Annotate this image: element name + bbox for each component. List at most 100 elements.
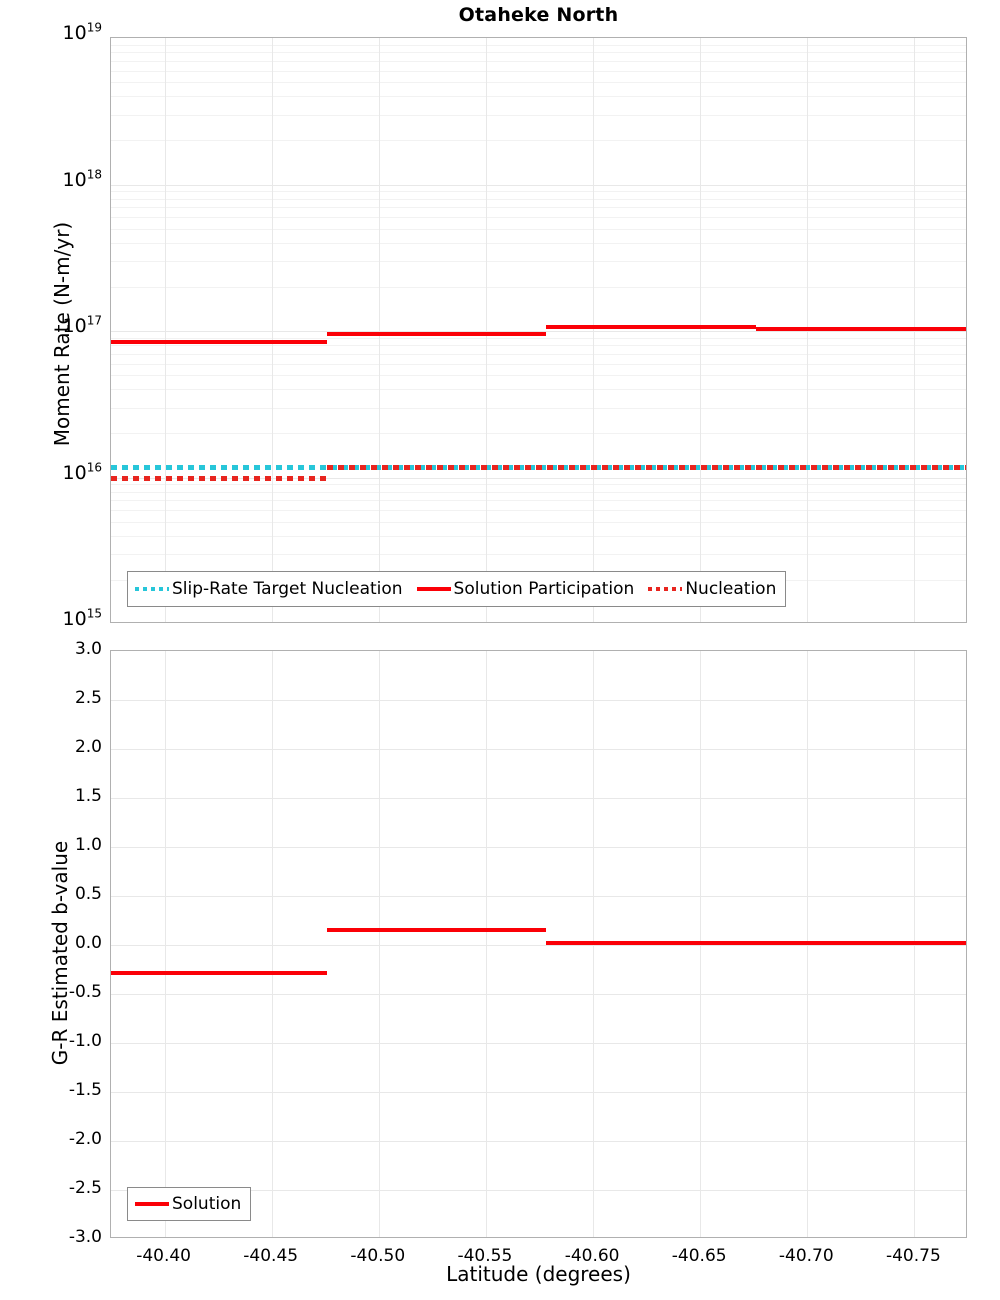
y-tick-label: 2.0	[74, 737, 102, 757]
y-tick-label: -2.5	[68, 1178, 102, 1198]
gridline-horizontal-minor	[111, 337, 966, 339]
y-tick-label: 1015	[62, 606, 102, 630]
gridline-horizontal-minor	[111, 70, 966, 72]
gridline-horizontal-major	[111, 749, 966, 750]
gridline-vertical	[485, 651, 487, 1237]
legend-item[interactable]: Slip-Rate Target Nucleation	[135, 579, 417, 599]
gridline-horizontal-minor	[111, 363, 966, 365]
moment-rate-legend: Slip-Rate Target Nucleation Solution Part…	[127, 571, 787, 607]
gridline-horizontal-minor	[111, 286, 966, 288]
x-tick-label: -40.65	[671, 1246, 727, 1266]
legend-swatch-icon	[416, 587, 451, 591]
gridline-horizontal-minor	[111, 407, 966, 409]
y-tick-label: 1016	[62, 460, 102, 484]
data-step-segment	[111, 476, 328, 482]
legend-item[interactable]: Solution	[135, 1194, 243, 1214]
latitude-x-axis-label: Latitude (degrees)	[446, 1262, 631, 1286]
y-tick-label: -3.0	[68, 1227, 102, 1247]
gridline-horizontal-major	[111, 1092, 966, 1093]
gridline-horizontal-minor	[111, 198, 966, 200]
legend-item[interactable]: Nucleation	[648, 579, 778, 599]
gridline-horizontal-minor	[111, 535, 966, 537]
data-step-segment	[111, 971, 328, 976]
y-tick-label: 0.0	[74, 933, 102, 953]
b-value-plot-area	[111, 651, 966, 1237]
y-tick-label: -1.5	[68, 1080, 102, 1100]
data-step-segment	[755, 326, 966, 331]
y-tick-label: 1.5	[74, 786, 102, 806]
gridline-vertical	[378, 38, 380, 622]
gridline-vertical	[378, 651, 380, 1237]
gridline-horizontal-minor	[111, 96, 966, 98]
gridline-horizontal-minor	[111, 60, 966, 62]
x-tick-label: -40.45	[243, 1246, 299, 1266]
legend-label: Slip-Rate Target Nucleation	[172, 579, 403, 599]
gridline-horizontal-minor	[111, 191, 966, 193]
y-tick-label: 3.0	[74, 639, 102, 659]
x-tick-label: -40.70	[778, 1246, 834, 1266]
gridline-horizontal-major	[111, 1043, 966, 1044]
legend-swatch-icon	[135, 1202, 169, 1206]
gridline-horizontal-minor	[111, 242, 966, 244]
x-tick-label: -40.60	[564, 1246, 620, 1266]
gridline-horizontal-minor	[111, 554, 966, 556]
y-tick-label: 1018	[62, 167, 102, 191]
gridline-horizontal-major	[111, 994, 966, 995]
y-tick-label: 2.5	[74, 688, 102, 708]
gridline-horizontal-minor	[111, 491, 966, 493]
gridline-horizontal-minor	[111, 52, 966, 54]
data-step-segment	[111, 340, 328, 345]
gridline-vertical	[164, 38, 166, 622]
gridline-horizontal-minor	[111, 353, 966, 355]
gridline-vertical	[485, 38, 487, 622]
moment-rate-plot-area	[111, 38, 966, 622]
gridline-vertical	[271, 651, 273, 1237]
data-step-segment	[545, 324, 756, 329]
gridline-horizontal-major	[111, 477, 966, 479]
y-tick-label: 1.0	[74, 835, 102, 855]
x-tick-label: -40.40	[136, 1246, 191, 1266]
gridline-horizontal-major	[111, 945, 966, 946]
gridline-horizontal-minor	[111, 114, 966, 116]
y-tick-label: 1017	[62, 313, 102, 337]
y-tick-label: -2.0	[68, 1129, 102, 1149]
gridline-horizontal-minor	[111, 433, 966, 435]
legend-label: Nucleation	[685, 579, 777, 599]
moment-rate-plot-axes	[110, 37, 967, 623]
gridline-horizontal-minor	[111, 261, 966, 263]
gridline-horizontal-minor	[111, 521, 966, 523]
gridline-vertical	[271, 38, 273, 622]
gridline-horizontal-minor	[111, 500, 966, 502]
x-tick-label: -40.50	[350, 1246, 406, 1266]
y-tick-label: 0.5	[74, 884, 102, 904]
gridline-horizontal-minor	[111, 207, 966, 209]
gridline-vertical	[164, 651, 166, 1237]
x-tick-label: -40.75	[885, 1246, 941, 1266]
gridline-horizontal-minor	[111, 484, 966, 486]
gridline-horizontal-major	[111, 700, 966, 701]
gridline-horizontal-minor	[111, 510, 966, 511]
legend-item[interactable]: Solution Participation	[416, 579, 649, 599]
gridline-horizontal-major	[111, 331, 966, 332]
x-tick-label: -40.55	[457, 1246, 513, 1266]
y-tick-label: -0.5	[68, 982, 102, 1002]
gridline-vertical	[593, 38, 595, 622]
gridline-horizontal-major	[111, 1190, 966, 1191]
gridline-horizontal-major	[111, 184, 966, 186]
legend-swatch-icon	[135, 587, 169, 591]
b-value-legend: Solution	[127, 1187, 252, 1221]
y-tick-label: 1019	[62, 20, 102, 44]
gridline-horizontal-major	[111, 847, 966, 848]
gridline-horizontal-minor	[111, 140, 966, 142]
figure-title: Otaheke North	[458, 4, 619, 26]
data-step-segment	[327, 928, 546, 933]
gridline-horizontal-minor	[111, 389, 966, 391]
gridline-horizontal-minor	[111, 228, 966, 230]
y-tick-label: -1.0	[68, 1031, 102, 1051]
gridline-horizontal-minor	[111, 82, 966, 84]
gridline-vertical	[700, 38, 702, 622]
legend-label: Solution Participation	[453, 579, 635, 599]
data-step-segment	[327, 331, 546, 336]
gridline-horizontal-minor	[111, 44, 966, 46]
